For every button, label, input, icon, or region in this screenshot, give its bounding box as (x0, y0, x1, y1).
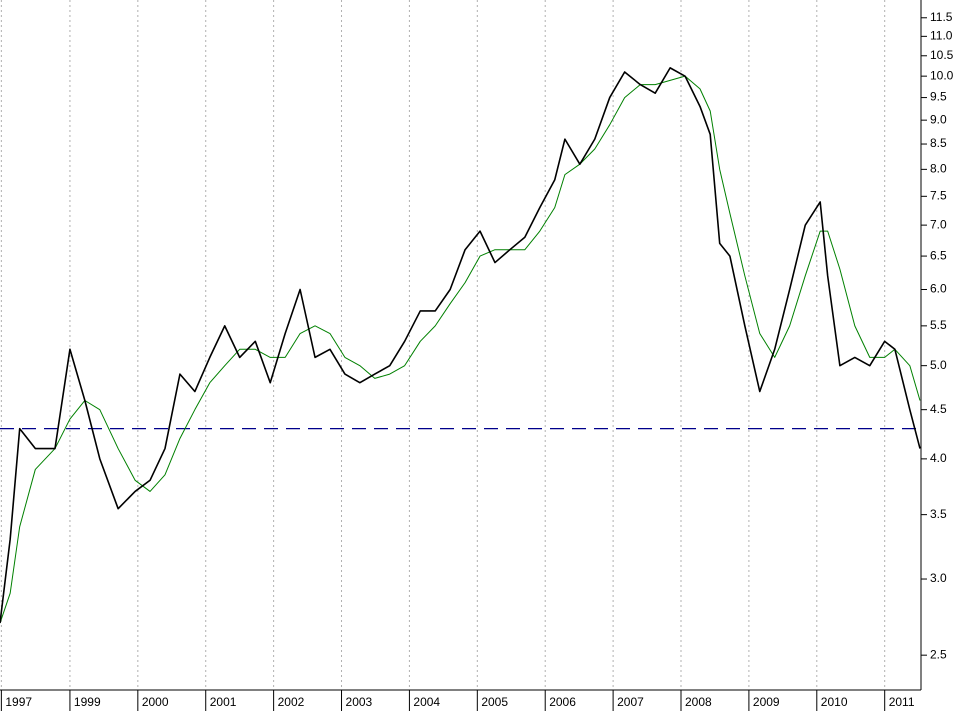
y-tick-label: 3.5 (930, 507, 947, 521)
x-tick-label: 2001 (210, 695, 237, 709)
x-tick-label: 2007 (617, 695, 644, 709)
x-tick-label: 2003 (346, 695, 373, 709)
y-tick-label: 3.0 (930, 571, 947, 585)
y-tick-label: 4.0 (930, 451, 947, 465)
y-tick-label: 6.5 (930, 248, 947, 262)
x-tick-label: 1997 (5, 695, 32, 709)
y-tick-label: 7.0 (930, 217, 947, 231)
y-tick-label: 4.5 (930, 402, 947, 416)
x-tick-label: 2005 (481, 695, 508, 709)
y-tick-label: 5.0 (930, 358, 947, 372)
x-tick-label: 2010 (821, 695, 848, 709)
y-tick-label: 10.5 (930, 48, 954, 62)
y-tick-label: 8.0 (930, 162, 947, 176)
y-tick-label: 10.0 (930, 68, 954, 82)
x-tick-label: 2000 (142, 695, 169, 709)
y-tick-label: 9.5 (930, 90, 947, 104)
y-tick-label: 2.5 (930, 647, 947, 661)
series-line (0, 75, 921, 624)
x-tick-label: 2002 (278, 695, 305, 709)
x-tick-label: 2004 (413, 695, 440, 709)
y-tick-label: 11.5 (930, 10, 953, 24)
x-tick-label: 2008 (685, 695, 712, 709)
y-tick-label: 8.5 (930, 136, 947, 150)
x-tick-label: 2009 (753, 695, 780, 709)
y-tick-label: 7.5 (930, 188, 947, 202)
x-tick-label: 2011 (889, 695, 915, 709)
y-tick-label: 11.0 (930, 29, 953, 43)
x-tick-label: 2006 (549, 695, 576, 709)
y-tick-label: 9.0 (930, 112, 947, 126)
y-tick-label: 6.0 (930, 282, 947, 296)
series-line (0, 67, 921, 624)
x-tick-label: 1999 (74, 695, 101, 709)
y-tick-label: 5.5 (930, 318, 947, 332)
